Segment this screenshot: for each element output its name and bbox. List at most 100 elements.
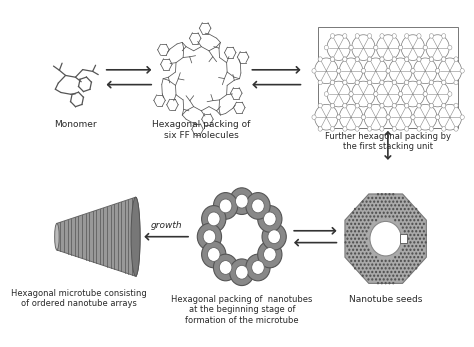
Circle shape <box>343 103 347 108</box>
Circle shape <box>401 219 404 221</box>
Circle shape <box>411 245 413 247</box>
Circle shape <box>364 204 366 206</box>
Circle shape <box>404 57 409 61</box>
Circle shape <box>454 57 458 61</box>
Circle shape <box>421 241 423 244</box>
Circle shape <box>371 271 374 273</box>
Circle shape <box>392 282 394 284</box>
Circle shape <box>369 201 372 203</box>
Circle shape <box>354 208 356 210</box>
Circle shape <box>408 267 410 270</box>
Circle shape <box>394 271 396 273</box>
Circle shape <box>346 252 348 255</box>
Circle shape <box>352 263 354 266</box>
Polygon shape <box>345 194 426 283</box>
Circle shape <box>367 80 372 85</box>
Circle shape <box>429 127 433 131</box>
Circle shape <box>398 92 402 96</box>
Circle shape <box>377 215 379 218</box>
Circle shape <box>356 226 358 229</box>
Circle shape <box>362 223 364 225</box>
Circle shape <box>371 197 374 199</box>
Circle shape <box>442 103 446 108</box>
Circle shape <box>381 193 383 195</box>
Circle shape <box>374 92 378 96</box>
Circle shape <box>201 241 226 268</box>
Circle shape <box>401 197 404 199</box>
Circle shape <box>375 212 377 214</box>
Circle shape <box>398 197 400 199</box>
Circle shape <box>213 254 238 281</box>
Circle shape <box>421 234 423 236</box>
Circle shape <box>401 263 404 266</box>
Circle shape <box>330 34 335 38</box>
Circle shape <box>405 57 409 61</box>
Circle shape <box>408 230 410 232</box>
Circle shape <box>381 201 383 203</box>
Circle shape <box>327 81 350 107</box>
Circle shape <box>405 34 409 38</box>
Circle shape <box>429 103 434 108</box>
Circle shape <box>352 35 375 60</box>
Circle shape <box>203 230 216 244</box>
Circle shape <box>354 223 356 225</box>
Circle shape <box>339 104 363 130</box>
Circle shape <box>349 45 353 50</box>
Circle shape <box>411 267 413 270</box>
Circle shape <box>362 201 364 203</box>
Circle shape <box>394 212 396 214</box>
Circle shape <box>413 241 415 244</box>
Circle shape <box>400 274 402 277</box>
Circle shape <box>312 68 316 73</box>
FancyBboxPatch shape <box>401 234 407 243</box>
Circle shape <box>417 256 419 259</box>
Circle shape <box>399 45 403 50</box>
Circle shape <box>417 127 421 131</box>
Circle shape <box>417 57 421 61</box>
Circle shape <box>404 252 406 255</box>
Text: Further hexagonal packing by
the first stacking unit: Further hexagonal packing by the first s… <box>325 132 451 151</box>
Circle shape <box>358 260 360 262</box>
Circle shape <box>367 127 372 131</box>
Circle shape <box>411 223 413 225</box>
Circle shape <box>396 260 398 262</box>
Circle shape <box>421 256 423 259</box>
Text: Nanotube seeds: Nanotube seeds <box>349 295 422 304</box>
Text: Hexagonal packing of
six FF molecules: Hexagonal packing of six FF molecules <box>152 120 251 139</box>
Circle shape <box>360 263 362 266</box>
Circle shape <box>360 248 362 251</box>
Circle shape <box>377 274 379 277</box>
Text: Hexagonal packing of  nanotubes
at the beginning stage of
formation of the micro: Hexagonal packing of nanotubes at the be… <box>171 295 312 325</box>
Circle shape <box>401 226 404 229</box>
Circle shape <box>383 204 385 206</box>
Circle shape <box>346 223 348 225</box>
Circle shape <box>367 57 372 61</box>
Circle shape <box>343 103 347 108</box>
Circle shape <box>423 252 425 255</box>
Circle shape <box>460 115 465 119</box>
Circle shape <box>401 256 404 259</box>
Circle shape <box>442 34 446 38</box>
Circle shape <box>352 241 354 244</box>
Circle shape <box>365 274 368 277</box>
Circle shape <box>423 237 425 240</box>
Circle shape <box>415 267 417 270</box>
Circle shape <box>355 80 359 85</box>
Circle shape <box>364 104 387 130</box>
Circle shape <box>361 68 365 73</box>
Circle shape <box>352 226 354 229</box>
Circle shape <box>369 208 372 210</box>
Circle shape <box>365 267 368 270</box>
Circle shape <box>388 215 391 218</box>
Circle shape <box>390 271 392 273</box>
Circle shape <box>236 194 248 208</box>
Circle shape <box>398 45 402 50</box>
Circle shape <box>413 212 415 214</box>
Circle shape <box>350 215 352 218</box>
Circle shape <box>383 278 385 281</box>
Text: Hexagonal microtube consisting
of ordered nanotube arrays: Hexagonal microtube consisting of ordere… <box>11 289 146 308</box>
Circle shape <box>355 57 359 61</box>
Circle shape <box>401 35 425 60</box>
Circle shape <box>394 219 396 221</box>
Circle shape <box>330 80 335 85</box>
